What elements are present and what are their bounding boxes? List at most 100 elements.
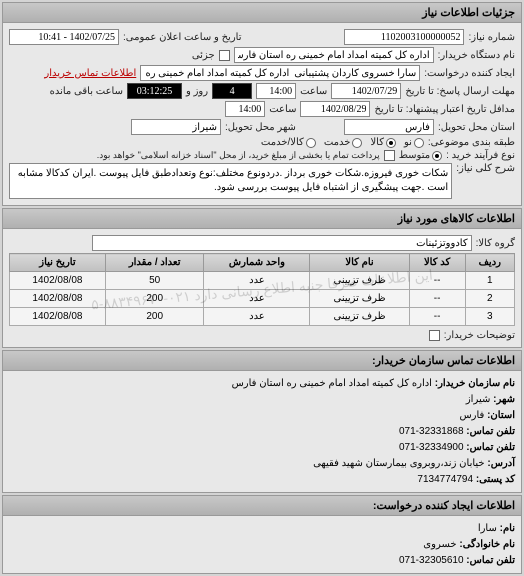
table-header: تاریخ نیاز: [10, 254, 106, 272]
table-row[interactable]: 3--ظرف تزیینیعدد2001402/08/08: [10, 308, 515, 326]
buyer-notes-checkbox[interactable]: [429, 330, 440, 341]
table-cell: عدد: [204, 272, 310, 290]
goods-body: گروه کالا: این اطلاعات صرفا جنبه اطلاع ر…: [3, 229, 521, 347]
cond-new-label: نو: [404, 137, 412, 148]
table-cell: عدد: [204, 308, 310, 326]
table-cell: 1402/08/08: [10, 272, 106, 290]
time-label-1: ساعت: [300, 86, 327, 97]
c1-org-value: اداره کل کمیته امداد امام خمینی ره استان…: [232, 378, 432, 389]
contact2-header: اطلاعات ایجاد کننده درخواست:: [3, 496, 521, 516]
cond-mixed-label: کالا/خدمت: [261, 137, 304, 148]
table-header: تعداد / مقدار: [105, 254, 204, 272]
table-cell: ظرف تزیینی: [310, 272, 409, 290]
table-cell: ظرف تزیینی: [310, 308, 409, 326]
group-label: گروه کالا:: [476, 238, 515, 249]
contact1-body: نام سازمان خریدار: اداره کل کمیته امداد …: [3, 371, 521, 492]
table-cell: --: [409, 308, 465, 326]
desc-label: شرح کلی نیاز:: [456, 163, 515, 174]
cond-used-label: کالا: [370, 137, 384, 148]
table-header: واحد شمارش: [204, 254, 310, 272]
buyer-notes-label: توضیحات خریدار:: [444, 330, 515, 341]
c1-phone-value: 32331868-071: [399, 426, 464, 437]
creator-label: ایجاد کننده درخواست:: [424, 68, 515, 79]
validity-date-input[interactable]: [300, 101, 370, 117]
condition-radio-group: نو کالا خدمت کالا/خدمت: [261, 137, 424, 148]
c2-family-value: خسروی: [423, 539, 456, 550]
creator-input[interactable]: [140, 65, 420, 81]
table-cell: 1402/08/08: [10, 290, 106, 308]
goods-panel: اطلاعات کالاهای مورد نیاز گروه کالا: این…: [2, 208, 522, 348]
contact1-header: اطلاعات تماس سازمان خریدار:: [3, 351, 521, 371]
goods-header: اطلاعات کالاهای مورد نیاز: [3, 209, 521, 229]
desc-box: شکات خوری فیروزه.شکات خوری برداز .دردونو…: [9, 163, 452, 199]
table-header: نام کالا: [310, 254, 409, 272]
cond-service-radio[interactable]: [352, 138, 362, 148]
c2-phone-value: 32305610-071: [399, 555, 464, 566]
number-input[interactable]: [344, 29, 464, 45]
validity-label: مدافل تاریخ اعتبار پیشنهاد: تا تاریخ: [374, 104, 515, 115]
days-label: روز و: [186, 86, 208, 97]
condition-label: طبقه بندی موضوعی:: [428, 137, 515, 148]
c1-fax-label: تلفن تماس:: [466, 442, 515, 453]
process-note: پرداخت تمام یا بخشی از مبلغ خرید، از محل…: [97, 150, 380, 161]
contact-link[interactable]: اطلاعات تماس خریدار: [44, 68, 136, 79]
cond-used-radio[interactable]: [386, 138, 396, 148]
deadline-label: مهلت ارسال پاسخ: تا تاریخ: [405, 86, 515, 97]
table-cell: 3: [465, 308, 514, 326]
province-input[interactable]: [344, 119, 434, 135]
cond-mixed-radio[interactable]: [306, 138, 316, 148]
deadline-date-input[interactable]: [331, 83, 401, 99]
c1-postal-label: کد پستی:: [476, 474, 515, 485]
table-row[interactable]: 2--ظرف تزیینیعدد2001402/08/08: [10, 290, 515, 308]
number-label: شماره نیاز:: [468, 32, 515, 43]
table-cell: عدد: [204, 290, 310, 308]
contact2-body: نام: سارا نام خانوادگی: خسروی تلفن تماس:…: [3, 516, 521, 573]
c1-fax-value: 32334900-071: [399, 442, 464, 453]
table-row[interactable]: 1--ظرف تزیینیعدد501402/08/08: [10, 272, 515, 290]
c2-phone-label: تلفن تماس:: [466, 555, 515, 566]
c1-city-label: شهر:: [493, 394, 515, 405]
process-radio-group: متوسط: [399, 150, 442, 161]
c1-postal-value: 7134774794: [417, 474, 473, 485]
city-input[interactable]: [131, 119, 221, 135]
time-label-2: ساعت: [269, 104, 296, 115]
table-cell: 2: [465, 290, 514, 308]
table-cell: 200: [105, 290, 204, 308]
table-header: کد کالا: [409, 254, 465, 272]
c1-address-label: آدرس:: [487, 458, 515, 469]
goods-table: ردیفکد کالانام کالاواحد شمارشتعداد / مقد…: [9, 253, 515, 326]
datetime-input[interactable]: [9, 29, 119, 45]
datetime-label: تاریخ و ساعت اعلان عمومی:: [123, 32, 242, 43]
partial-label: جزئی: [192, 50, 215, 61]
c2-family-label: نام خانوادگی:: [459, 539, 515, 550]
proc-small-radio[interactable]: [432, 151, 442, 161]
buyer-input[interactable]: [234, 47, 434, 63]
process-checkbox[interactable]: [384, 150, 395, 161]
proc-small-label: متوسط: [399, 150, 430, 161]
table-cell: 1402/08/08: [10, 308, 106, 326]
c1-province-label: استان:: [487, 410, 515, 421]
c1-phone-label: تلفن تماس:: [466, 426, 515, 437]
city-label: شهر محل تحویل:: [225, 122, 296, 133]
validity-time-input[interactable]: [225, 101, 265, 117]
remain-time-display: [127, 83, 182, 99]
deadline-time-input[interactable]: [256, 83, 296, 99]
buyer-label: نام دستگاه خریدار:: [438, 50, 515, 61]
main-panel: جزئیات اطلاعات نیاز شماره نیاز: تاریخ و …: [2, 2, 522, 206]
table-cell: --: [409, 272, 465, 290]
province-label: استان محل تحویل:: [438, 122, 515, 133]
table-header: ردیف: [465, 254, 514, 272]
partial-checkbox[interactable]: [219, 50, 230, 61]
info-body: شماره نیاز: تاریخ و ساعت اعلان عمومی: نا…: [3, 23, 521, 205]
table-cell: ظرف تزیینی: [310, 290, 409, 308]
cond-new-radio[interactable]: [414, 138, 424, 148]
c1-org-label: نام سازمان خریدار:: [435, 378, 515, 389]
goods-table-wrap: این اطلاعات صرفا جنبه اطلاع رسانی دارد ۰…: [9, 253, 515, 326]
c2-name-label: نام:: [500, 523, 515, 534]
table-cell: --: [409, 290, 465, 308]
group-input[interactable]: [92, 235, 472, 251]
c1-province-value: فارس: [459, 410, 484, 421]
contact1-panel: اطلاعات تماس سازمان خریدار: نام سازمان خ…: [2, 350, 522, 493]
table-cell: 50: [105, 272, 204, 290]
table-cell: 1: [465, 272, 514, 290]
